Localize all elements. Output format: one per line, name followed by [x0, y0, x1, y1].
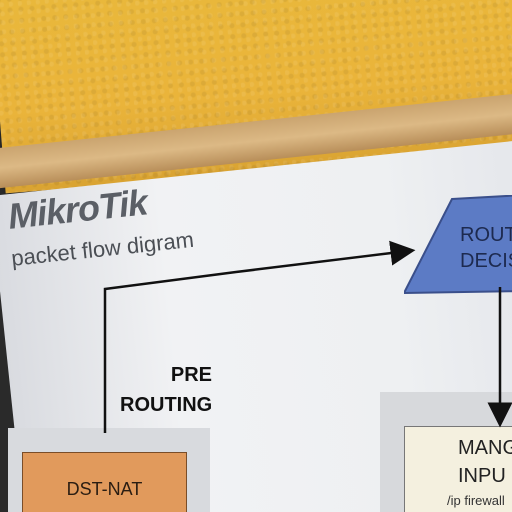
routing-decision-shape	[404, 195, 512, 295]
routing-line-1: ROUT	[460, 224, 512, 246]
prerouting-label: PRE ROUTING	[120, 360, 212, 420]
mangle-path: /ip firewall	[447, 493, 505, 508]
dst-nat-box: DST-NAT	[22, 452, 187, 512]
prerouting-line-1: PRE	[170, 364, 212, 386]
mangle-input-box: MANG INPU /ip firewall	[404, 426, 512, 512]
dst-nat-label: DST-NAT	[66, 479, 143, 499]
arrow-prerouting-to-routing	[103, 240, 416, 433]
routing-line-2: DECIS	[460, 250, 512, 272]
routing-decision-label: ROUT DECIS	[460, 222, 512, 274]
prerouting-line-2: ROUTING	[120, 394, 213, 416]
mangle-title: MANG	[458, 437, 512, 459]
mangle-subtitle: INPU	[458, 465, 506, 487]
